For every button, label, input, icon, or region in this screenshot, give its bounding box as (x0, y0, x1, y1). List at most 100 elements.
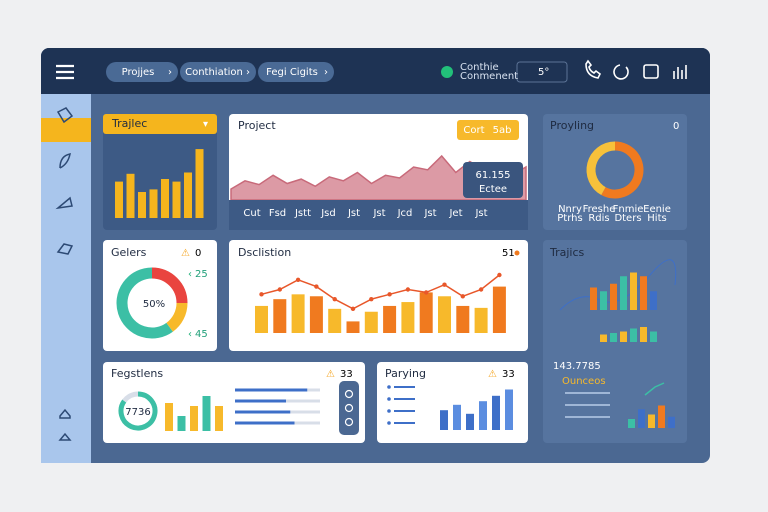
panel-title: Project (238, 119, 276, 132)
menu-icon[interactable] (56, 64, 74, 80)
tooltip-value: 61.155 (476, 170, 511, 181)
x-tick-label: Jst (372, 208, 385, 219)
trend-line (644, 382, 665, 396)
progress-bar (235, 399, 286, 403)
toolbar-icons[interactable] (585, 59, 687, 80)
line-point (478, 287, 484, 292)
bar (202, 396, 211, 431)
sidebar-active[interactable] (41, 118, 91, 142)
line-point (387, 292, 392, 297)
donut-segment (118, 391, 158, 431)
bar (184, 172, 192, 218)
donut-center: 7736 (125, 407, 150, 418)
button-dot[interactable] (344, 403, 354, 413)
line-point (295, 277, 301, 283)
chevron: › (168, 67, 172, 78)
x-tick-label: Fsd (269, 208, 286, 219)
button-dot[interactable] (344, 417, 354, 427)
bar (474, 307, 488, 333)
bar (440, 410, 448, 430)
breadcrumb[interactable] (258, 62, 334, 82)
tooltip-label: Ectee (479, 184, 507, 195)
list-dot (387, 409, 391, 413)
button[interactable] (457, 120, 519, 140)
line-point (259, 292, 264, 297)
line-point (497, 272, 502, 278)
temp-box[interactable] (516, 61, 568, 83)
bar (453, 404, 461, 430)
bar (505, 389, 513, 430)
line-point (332, 296, 337, 302)
x-tick-label: Jst (423, 208, 436, 219)
button-column[interactable] (339, 381, 359, 435)
legend-label: Nnry (558, 204, 582, 215)
bar (610, 283, 617, 310)
list-dot (387, 397, 391, 401)
bar (165, 403, 173, 431)
bar (628, 419, 635, 428)
bar (479, 401, 487, 430)
progress-bar (235, 410, 291, 414)
delta: 25 (195, 269, 208, 280)
breadcrumb[interactable] (180, 62, 256, 82)
breadcrumb[interactable] (106, 62, 178, 82)
donut-segment (166, 302, 188, 332)
bar (668, 416, 675, 428)
bar (364, 311, 378, 333)
bar (650, 291, 657, 310)
x-tick-label: Cut (243, 208, 260, 219)
bar (273, 299, 287, 333)
topbar-fill (41, 80, 710, 94)
line-point (277, 287, 282, 292)
badge-dot (514, 250, 520, 256)
status-text: Conmenent (460, 71, 518, 82)
caret: ▾ (203, 119, 208, 130)
line (261, 274, 500, 310)
panel (543, 114, 687, 230)
bar (115, 181, 123, 218)
button-label[interactable]: Cort (463, 125, 484, 136)
line-point (405, 287, 411, 292)
badge: 0 (195, 248, 201, 259)
bar (161, 179, 169, 218)
metric-sub: Ounceos (562, 376, 606, 387)
breadcrumb-label: Projjes (122, 67, 155, 78)
warn-icon: ⚠ (181, 248, 190, 259)
legend-label: Dters (614, 213, 641, 224)
bar (190, 406, 198, 431)
warn-icon: ⚠ (326, 369, 335, 380)
line-point (424, 290, 429, 295)
bar (600, 291, 607, 310)
bar (172, 181, 181, 218)
button-dot[interactable] (344, 389, 354, 399)
bar (419, 292, 433, 333)
x-tick-label: Jsd (320, 208, 336, 219)
line-point (369, 296, 374, 302)
sidebar-icons[interactable] (55, 107, 74, 441)
x-tick-label: Jstt (294, 208, 311, 219)
list-dot (387, 385, 391, 389)
button-label[interactable]: 5ab (493, 125, 512, 136)
tooltip (463, 162, 523, 198)
bar (638, 409, 645, 428)
bar (177, 416, 186, 431)
line-point (314, 284, 319, 289)
chevron: › (324, 67, 328, 78)
panel-title: Fegstlens (111, 367, 163, 380)
x-tick-label: Jst (347, 208, 360, 219)
badge: 33 (502, 369, 515, 380)
bar (620, 331, 627, 342)
donut-segment (151, 267, 188, 304)
delta: 45 (195, 329, 208, 340)
panel-title: Dsclistion (238, 246, 291, 259)
panel-title: Parying (385, 367, 426, 380)
bar (346, 321, 360, 333)
bar (438, 296, 451, 333)
x-tick-label: Jet (448, 208, 462, 219)
bar (658, 405, 665, 428)
bar (456, 305, 470, 333)
bar (138, 192, 146, 218)
donut-segment (586, 141, 616, 195)
panel-title: Gelers (111, 246, 147, 259)
bar (590, 287, 597, 310)
